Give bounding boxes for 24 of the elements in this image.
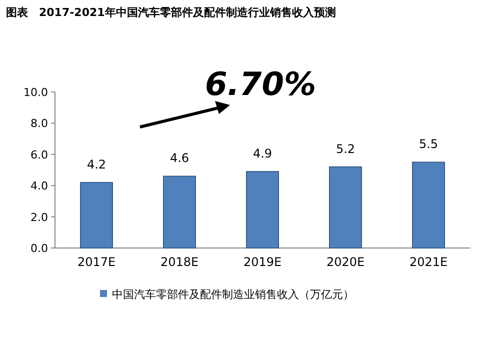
- x-tick-label: 2018E: [160, 255, 199, 269]
- data-label: 4.2: [86, 157, 106, 172]
- x-tick-label: 2017E: [77, 255, 116, 269]
- bar: [163, 176, 196, 248]
- y-tick-label: 0.0: [30, 242, 48, 255]
- x-tick-label: 2019E: [243, 255, 282, 269]
- y-tick-label: 4.0: [30, 180, 48, 193]
- y-tick-label: 6.0: [30, 148, 48, 162]
- data-label: 5.5: [418, 137, 438, 152]
- y-tick-label: 2.0: [30, 210, 48, 224]
- data-label: 4.6: [170, 151, 190, 166]
- x-tick-label: 2020E: [326, 255, 365, 269]
- y-tick-label: 8.0: [30, 117, 48, 130]
- y-tick-label: 10.0: [24, 86, 48, 99]
- legend: 中国汽车零部件及配件制造业销售收入（万亿元）: [100, 288, 354, 301]
- chart-title: 图表 2017-2021年中国汽车零部件及配件制造行业销售收入预测: [6, 6, 336, 19]
- bar: [412, 162, 445, 248]
- bar: [246, 171, 279, 248]
- data-label: 5.2: [336, 142, 356, 156]
- annotation: 6.70%: [205, 65, 316, 103]
- data-label: 4.9: [252, 146, 272, 161]
- x-tick-label: 2021E: [409, 255, 448, 269]
- bar: [329, 166, 362, 248]
- bar: [80, 182, 113, 248]
